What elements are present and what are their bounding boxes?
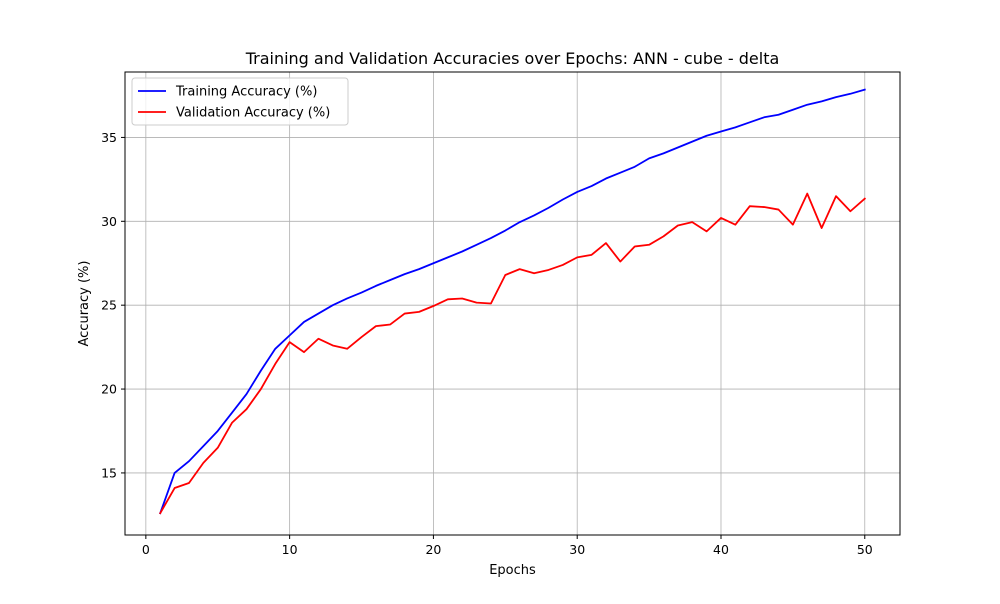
y-tick-label: 15 bbox=[101, 465, 117, 480]
x-tick-label: 30 bbox=[569, 542, 585, 557]
y-axis-label: Accuracy (%) bbox=[77, 261, 92, 347]
legend-label-training: Training Accuracy (%) bbox=[175, 85, 317, 100]
y-tick-label: 20 bbox=[101, 382, 117, 397]
y-tick-label: 25 bbox=[101, 298, 117, 313]
x-tick-label: 10 bbox=[282, 542, 298, 557]
axes-frame bbox=[124, 71, 901, 536]
x-tick-label: 20 bbox=[425, 542, 441, 557]
y-tick-label: 35 bbox=[101, 130, 117, 145]
x-tick-label: 50 bbox=[857, 542, 873, 557]
training-accuracy-line bbox=[159, 88, 866, 515]
chart-title: Training and Validation Accuracies over … bbox=[245, 49, 780, 68]
validation-accuracy-line bbox=[159, 192, 867, 515]
legend-label-validation: Validation Accuracy (%) bbox=[176, 106, 330, 121]
series-layer bbox=[159, 88, 867, 515]
x-tick-label: 0 bbox=[142, 542, 150, 557]
legend: Training Accuracy (%) Validation Accuracy… bbox=[131, 77, 349, 126]
x-tick-label: 40 bbox=[713, 542, 729, 557]
axis-ticks: 0 10 20 30 40 50 15 20 25 30 35 bbox=[101, 130, 873, 557]
y-tick-label: 30 bbox=[101, 214, 117, 229]
grid bbox=[125, 72, 900, 535]
legend-box bbox=[131, 77, 349, 126]
x-axis-label: Epochs bbox=[489, 563, 536, 578]
